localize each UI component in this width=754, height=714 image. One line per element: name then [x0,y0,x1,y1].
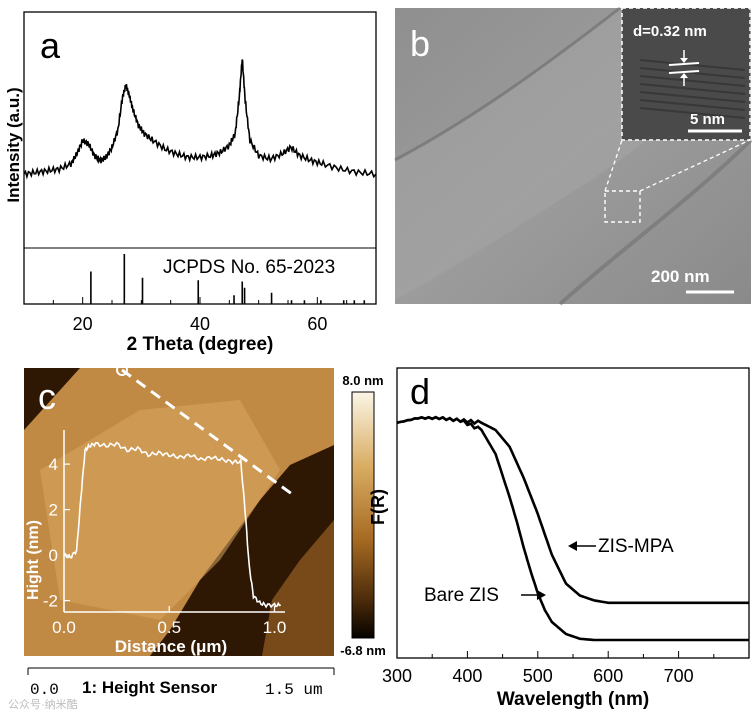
panel-c-y-tick-label: 2 [49,501,58,520]
panel-b-connector-1 [604,139,623,192]
panel-d-drs: 300 400 500 600 700 d F(R) Wavelength (nm) Z… [368,367,750,710]
panel-b-inset-scalebar-label: 5 nm [690,111,725,128]
panel-b-d-spacing: d=0.32 nm [633,23,707,40]
panel-a-x-tick-label: 20 [73,314,93,334]
panel-a-x-tick-label: 40 [190,314,210,334]
panel-c-profile-ylabel: Hight (nm) [25,520,42,600]
panel-c-footer-center: 1: Height Sensor [82,678,217,697]
panel-b-sheet-edge-2 [558,138,753,306]
panel-c-y-tick-label: -2 [43,592,58,611]
panel-a-xrd: 20 40 60 a JCPDS No. 65-2023 Intensity (a.… [4,11,377,355]
panel-c-colorbar-min: -6.8 nm [340,643,386,658]
panel-a-reference-lines [90,254,366,304]
panel-c-scan-start-marker [116,364,128,376]
panel-a-x-tick-label: 60 [307,314,327,334]
panel-c-x-tick-label: 0.0 [52,618,76,637]
panel-c-footer-right: 1.5 um [265,681,323,699]
panel-b-sheet-edge [394,6,621,162]
panel-d-x-ticks: 300 400 500 600 700 [382,651,750,686]
panel-d-x-tick-label: 300 [382,666,412,686]
panel-d-x-tick-label: 500 [523,666,553,686]
panel-a-xrd-curve [24,59,376,180]
panel-b-arrowhead-up [680,73,688,78]
panel-d-ylabel: F(R) [368,489,388,525]
panel-c-profile-xlabel: Distance (μm) [115,637,227,656]
panel-c-flake-highlight [40,400,280,620]
panel-a-reference-label: JCPDS No. 65-2023 [163,257,335,278]
panel-b-fringe-marker-2 [668,70,700,74]
panel-c-profile-ticks: -2 0 2 4 0.0 0.5 1.0 [43,455,286,637]
panel-c-x-tick-label: 1.0 [263,618,287,637]
panel-a-xlabel: 2 Theta (degree) [127,334,274,355]
panel-c-flake-edge [262,520,334,656]
panel-a-ylabel: Intensity (a.u.) [4,87,23,202]
panel-b-lattice-fringes [639,59,746,119]
panel-c-colorbar-max: 8.0 nm [342,373,383,388]
panel-b-inset [621,7,751,141]
panel-d-x-tick-label: 700 [664,666,694,686]
panel-c-y-tick-label: 4 [49,455,58,474]
panel-d-annotation-zis-mpa: ZIS-MPA [598,536,674,557]
panel-b-connector-2 [639,139,751,192]
panel-d-arrowhead-zis-mpa [568,541,577,551]
panel-a-frame [23,11,377,305]
panel-d-annotation-bare-zis: Bare ZIS [424,585,499,606]
panel-b-label: b [410,23,430,64]
panel-b-scalebar-label: 200 nm [651,267,710,286]
panel-a-x-ticks: 20 40 60 [23,297,377,334]
panel-d-label: d [410,371,430,412]
panel-d-arrowhead-bare-zis [537,590,546,600]
panel-d-x-tick-label: 600 [593,666,623,686]
panel-c-height-profile [63,441,281,609]
panel-c-label: c [38,376,56,417]
watermark: 公众号·纳米酷 [8,698,78,711]
panel-c-y-tick-label: 0 [49,546,58,565]
panel-d-curve-bare-zis [397,415,749,642]
panel-c-colorbar [351,391,375,639]
panel-c-x-tick-label: 0.5 [157,618,181,637]
panel-b-fringe-marker-1 [668,62,700,66]
panel-c-footer-left: 0.0 [30,681,59,699]
panel-b-tem: d=0.32 nm 5 nm b 200 nm [394,6,753,306]
panel-b-selection-box [604,190,641,223]
panel-a-label: a [40,25,61,66]
panel-d-xlabel: Wavelength (nm) [497,689,649,710]
panel-b-arrowhead-down [680,58,688,63]
panel-d-frame [396,367,750,659]
panel-d-x-tick-label: 400 [452,666,482,686]
